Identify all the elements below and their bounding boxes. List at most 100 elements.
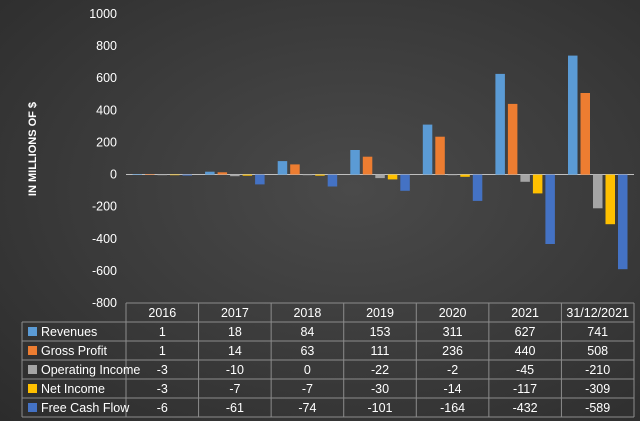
data-table-value: -589 [585, 401, 610, 415]
data-table-value: -30 [371, 382, 389, 396]
bar-gross-profit-2018 [290, 164, 300, 175]
data-table-value: 627 [515, 325, 536, 339]
data-table-value: 311 [443, 325, 463, 339]
data-table-value: 1 [159, 344, 166, 358]
data-table-value: 63 [300, 344, 314, 358]
data-table-value: -210 [585, 363, 610, 377]
legend-swatch [28, 403, 37, 412]
bar-gross-profit-31-12-2021 [580, 93, 590, 175]
bar-free-cash-flow-2018 [327, 174, 338, 187]
data-table-value: -14 [444, 382, 462, 396]
legend-label: Gross Profit [41, 344, 108, 358]
data-table-value: 18 [228, 325, 242, 339]
data-table-value: -10 [226, 363, 244, 377]
bar-net-income-2020 [460, 174, 470, 177]
data-table-value: -101 [367, 401, 392, 415]
data-table-value: -3 [157, 363, 168, 377]
bar-revenues-31-12-2021 [568, 55, 578, 175]
y-tick-label: -400 [92, 232, 117, 246]
y-tick-label: 1000 [89, 7, 117, 21]
category-label: 2017 [221, 306, 249, 320]
bar-revenues-2021 [495, 73, 505, 175]
bar-free-cash-flow-2020 [472, 174, 483, 201]
data-table-value: 14 [228, 344, 242, 358]
bar-revenues-2017 [205, 171, 215, 175]
data-table-value: -3 [157, 382, 168, 396]
bar-free-cash-flow-2017 [255, 174, 265, 185]
bar-gross-profit-2019 [362, 156, 373, 175]
data-table-value: 111 [370, 344, 389, 358]
legend-swatch [28, 365, 37, 374]
bar-gross-profit-2016 [145, 174, 155, 175]
legend-label: Operating Income [41, 363, 140, 377]
bar-revenues-2020 [422, 124, 433, 175]
data-table-value: -117 [513, 382, 537, 396]
data-table-value: -164 [440, 401, 465, 415]
legend-swatch [28, 346, 37, 355]
data-table-value: 741 [587, 325, 608, 339]
data-table-value: -61 [226, 401, 244, 415]
y-tick-label: -800 [92, 296, 117, 310]
data-table-value: -432 [513, 401, 538, 415]
bar-operating-income-2018 [302, 174, 313, 176]
legend-swatch [28, 327, 37, 336]
category-label: 2020 [439, 306, 467, 320]
y-tick-label: 600 [96, 71, 117, 85]
bar-free-cash-flow-2016 [182, 174, 192, 176]
category-label: 2021 [511, 306, 539, 320]
data-table-value: 84 [300, 325, 314, 339]
legend-label: Free Cash Flow [41, 401, 130, 415]
bar-operating-income-2019 [375, 174, 385, 179]
data-table: 2016 2017 2018 2019 2020 2021 31/12/2021 Revenu… [21, 302, 635, 418]
data-table-value: -22 [371, 363, 389, 377]
data-table-value: 1 [159, 325, 166, 339]
y-tick-label: -600 [92, 264, 117, 278]
bars [132, 55, 628, 270]
bar-gross-profit-2020 [435, 136, 445, 175]
bar-revenues-2016 [132, 174, 142, 175]
bar-net-income-2019 [387, 174, 398, 180]
data-table-value: -7 [302, 382, 313, 396]
data-table-value: -7 [229, 382, 240, 396]
y-tick-label: 800 [96, 39, 117, 53]
bar-net-income-2021 [532, 174, 543, 194]
y-tick-label: 0 [110, 168, 117, 182]
bar-operating-income-2020 [447, 174, 458, 176]
y-axis-label: IN MILLIONS OF $ [27, 102, 39, 196]
y-tick-label: -200 [92, 200, 117, 214]
data-table-value: 508 [587, 344, 608, 358]
bar-gross-profit-2021 [507, 103, 518, 175]
data-table-value: 440 [515, 344, 536, 358]
data-table-value: 153 [370, 325, 391, 339]
bar-revenues-2018 [277, 161, 288, 175]
bar-operating-income-2016 [157, 174, 167, 176]
bar-revenues-2019 [350, 150, 360, 175]
category-label: 2018 [293, 306, 321, 320]
y-tick-label: 200 [96, 135, 117, 149]
category-label: 31/12/2021 [566, 306, 629, 320]
bar-operating-income-2017 [230, 174, 240, 177]
category-label: 2019 [366, 306, 394, 320]
data-table-value: -2 [447, 363, 458, 377]
data-table-value: -45 [516, 363, 534, 377]
bar-net-income-31-12-2021 [605, 174, 615, 225]
bar-free-cash-flow-31-12-2021 [618, 174, 628, 270]
data-table-value: -6 [157, 401, 168, 415]
bar-net-income-2018 [315, 174, 325, 176]
legend-label: Revenues [41, 325, 97, 339]
legend-label: Net Income [41, 382, 105, 396]
data-table-value: -74 [298, 401, 316, 415]
y-tick-label: 400 [96, 103, 117, 117]
category-label: 2016 [148, 306, 176, 320]
legend-swatch [28, 384, 37, 393]
bar-operating-income-2021 [520, 174, 530, 182]
data-table-value: 236 [442, 344, 463, 358]
y-axis-ticks: 1000 800 600 400 200 0 -200 -400 -600 -800 [89, 7, 117, 310]
bar-net-income-2017 [242, 174, 253, 176]
bar-operating-income-31-12-2021 [593, 174, 603, 209]
data-table-value: -309 [585, 382, 610, 396]
bar-free-cash-flow-2021 [545, 174, 555, 244]
bar-net-income-2016 [170, 174, 180, 176]
bar-gross-profit-2017 [217, 172, 228, 175]
